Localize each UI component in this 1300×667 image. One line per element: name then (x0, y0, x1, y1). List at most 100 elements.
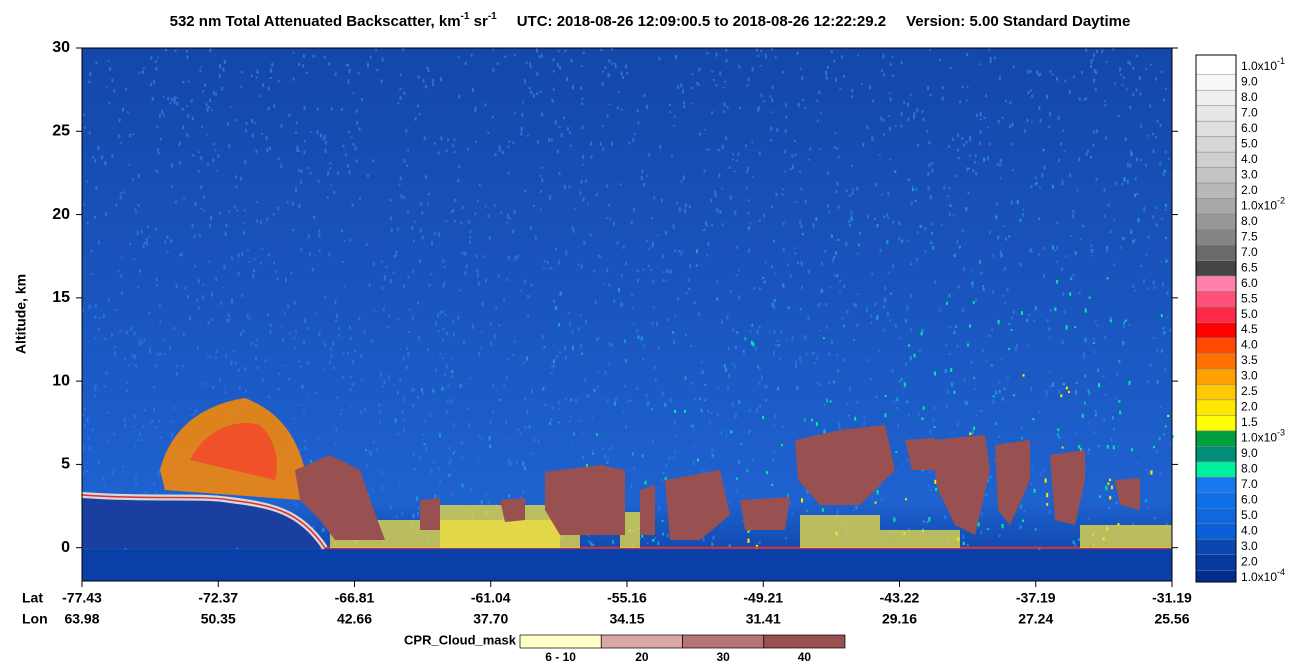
texture (593, 269, 596, 273)
texture (1030, 184, 1033, 189)
texture (529, 65, 532, 69)
texture (741, 520, 744, 523)
texture (831, 340, 833, 345)
texture (975, 298, 978, 302)
texture (853, 339, 856, 341)
texture (849, 223, 852, 228)
texture (425, 84, 427, 89)
texture (893, 518, 896, 522)
texture (412, 403, 415, 408)
texture (495, 503, 498, 507)
texture (128, 364, 131, 367)
texture (749, 222, 752, 225)
texture (176, 371, 178, 376)
texture (224, 391, 227, 394)
texture (994, 390, 997, 395)
texture (501, 151, 504, 155)
texture (498, 145, 501, 149)
texture (1034, 183, 1037, 187)
texture (985, 493, 988, 496)
texture (156, 354, 159, 357)
texture (731, 158, 734, 161)
texture (239, 331, 242, 336)
texture (245, 122, 248, 125)
texture (1075, 382, 1078, 385)
texture (1064, 79, 1067, 83)
texture (1096, 49, 1099, 54)
texture (971, 285, 974, 289)
texture (230, 361, 233, 366)
texture (651, 244, 654, 248)
texture (204, 382, 207, 386)
texture (437, 466, 440, 471)
texture (366, 463, 368, 468)
texture (949, 325, 952, 329)
texture (773, 350, 775, 356)
texture (1026, 318, 1029, 322)
texture (839, 279, 842, 282)
texture (380, 79, 383, 84)
texture (982, 348, 984, 353)
texture (412, 270, 415, 273)
texture (407, 330, 410, 333)
texture (113, 432, 116, 436)
lon-label: 34.15 (609, 611, 644, 627)
texture (83, 203, 86, 206)
texture (157, 473, 160, 477)
texture (356, 121, 359, 125)
texture (330, 184, 333, 187)
texture (288, 332, 291, 336)
texture (616, 241, 619, 245)
texture (887, 191, 890, 196)
texture (252, 273, 255, 279)
texture (344, 285, 347, 288)
texture (993, 56, 996, 60)
texture (1092, 342, 1095, 344)
texture (355, 109, 358, 113)
texture (903, 382, 906, 387)
texture (1104, 104, 1107, 107)
colorbar-label: 3.0 (1241, 539, 1258, 553)
texture (469, 235, 472, 239)
texture (735, 477, 738, 480)
texture (505, 278, 508, 282)
texture (1159, 405, 1162, 409)
texture (707, 409, 709, 413)
texture (913, 353, 916, 358)
texture (134, 354, 137, 359)
texture (207, 106, 210, 109)
texture (809, 147, 812, 151)
texture (856, 252, 859, 255)
texture (773, 306, 776, 310)
texture (1061, 340, 1064, 345)
texture (86, 222, 89, 225)
texture (835, 190, 838, 194)
texture (1085, 48, 1088, 52)
texture (712, 79, 715, 82)
texture (573, 208, 576, 210)
texture (939, 58, 941, 62)
texture (819, 303, 821, 305)
texture (318, 331, 321, 336)
texture (606, 460, 609, 464)
texture (695, 249, 698, 254)
texture (662, 271, 665, 273)
texture (243, 209, 246, 212)
texture (1155, 223, 1158, 228)
texture (648, 153, 651, 157)
texture (1010, 316, 1013, 320)
texture (1106, 248, 1108, 252)
texture (544, 403, 547, 407)
texture (704, 228, 706, 231)
texture (642, 183, 645, 187)
colorbar-swatch (1195, 477, 1237, 494)
texture (387, 325, 390, 329)
texture (980, 530, 983, 535)
texture (413, 468, 416, 470)
texture (568, 419, 571, 423)
colorbar-label-text: 6.0 (1241, 493, 1258, 507)
texture (508, 494, 511, 498)
texture (159, 352, 162, 356)
texture (782, 425, 784, 428)
texture (888, 115, 890, 118)
